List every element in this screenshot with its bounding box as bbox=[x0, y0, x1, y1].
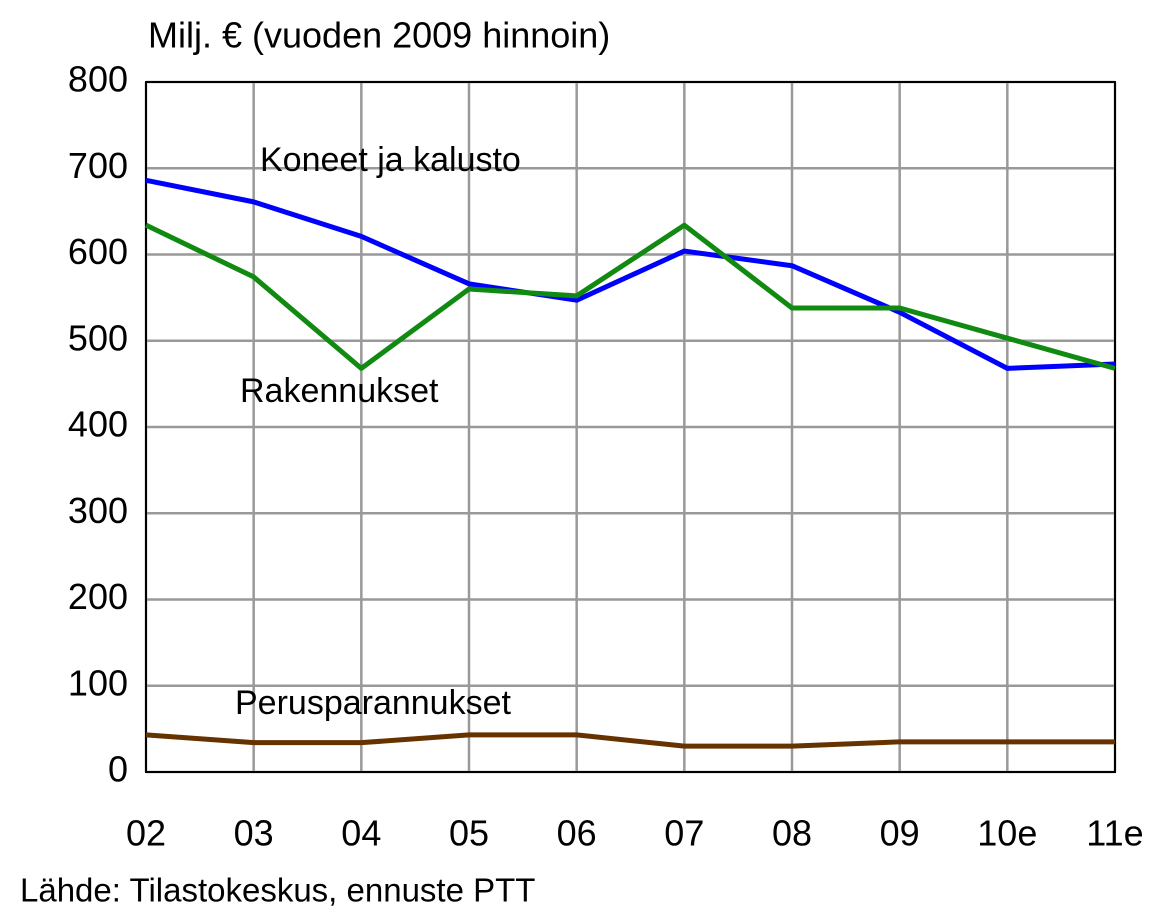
x-tick-label: 04 bbox=[341, 813, 381, 854]
y-tick-label: 400 bbox=[68, 404, 128, 445]
chart-title: Milj. € (vuoden 2009 hinnoin) bbox=[148, 15, 610, 56]
x-tick-label: 05 bbox=[449, 813, 489, 854]
series-line bbox=[145, 177, 1116, 371]
x-tick-label: 03 bbox=[234, 813, 274, 854]
y-tick-label: 800 bbox=[68, 59, 128, 100]
series-line bbox=[144, 222, 1116, 371]
x-tick-label: 11e bbox=[1086, 813, 1143, 854]
y-tick-label: 700 bbox=[68, 145, 128, 186]
series-label: Koneet ja kalusto bbox=[260, 141, 521, 179]
source-note: Lähde: Tilastokeskus, ennuste PTT bbox=[20, 872, 535, 909]
y-tick-label: 300 bbox=[68, 490, 128, 531]
x-tick-label: 10e bbox=[977, 813, 1037, 854]
series-label: Rakennukset bbox=[240, 372, 439, 410]
series-line bbox=[145, 732, 1115, 749]
x-tick-label: 06 bbox=[557, 813, 597, 854]
plot-frame bbox=[145, 81, 1116, 773]
y-tick-label: 600 bbox=[68, 231, 128, 272]
y-tick-label: 0 bbox=[108, 749, 128, 790]
y-tick-label: 200 bbox=[68, 576, 128, 617]
x-tick-label: 02 bbox=[126, 813, 166, 854]
y-tick-label: 500 bbox=[68, 317, 128, 358]
y-tick-label: 100 bbox=[68, 662, 128, 703]
series-label: Perusparannukset bbox=[235, 684, 512, 722]
x-tick-label: 09 bbox=[880, 813, 920, 854]
x-tick-label: 08 bbox=[772, 813, 812, 854]
x-tick-label: 07 bbox=[664, 813, 704, 854]
